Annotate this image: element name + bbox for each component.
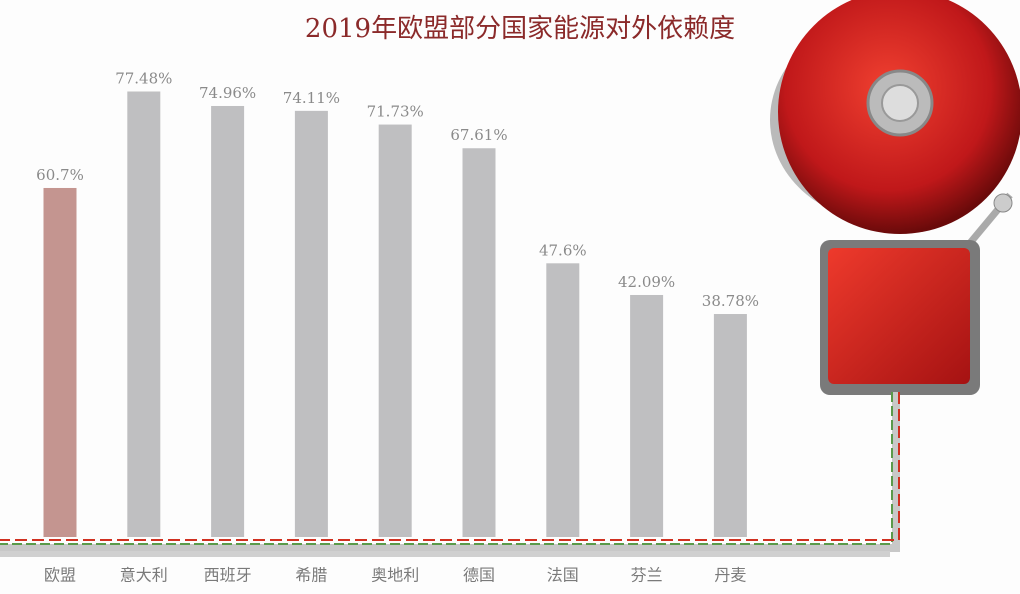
- bar: [127, 91, 161, 538]
- x-tick-label: 芬兰: [631, 566, 663, 585]
- bar: [211, 105, 245, 537]
- value-label: 74.11%: [283, 89, 340, 107]
- value-label: 67.61%: [450, 126, 507, 144]
- value-label: 60.7%: [36, 166, 84, 184]
- x-tick-label: 欧盟: [44, 566, 76, 585]
- x-tick-label: 奥地利: [371, 566, 419, 585]
- x-tick-label: 法国: [547, 566, 579, 585]
- value-label: 42.09%: [618, 273, 675, 291]
- chart-title: 2019年欧盟部分国家能源对外依赖度: [305, 14, 735, 44]
- value-label: 38.78%: [702, 292, 759, 310]
- bar: [546, 263, 580, 537]
- value-label: 47.6%: [539, 241, 587, 259]
- bell-decoration: [0, 0, 1020, 557]
- bar: [630, 294, 664, 537]
- x-tick-label: 希腊: [295, 566, 327, 585]
- bar: [43, 187, 77, 537]
- x-tick-label: 德国: [463, 566, 495, 585]
- bar: [378, 124, 412, 538]
- value-label: 77.48%: [115, 69, 172, 87]
- value-label: 74.96%: [199, 84, 256, 102]
- value-label: 71.73%: [367, 103, 424, 121]
- x-tick-label: 丹麦: [714, 566, 746, 585]
- bar: [294, 110, 328, 538]
- x-tick-label: 意大利: [120, 566, 168, 585]
- bar: [713, 314, 747, 537]
- bar: [462, 148, 496, 537]
- x-tick-label: 西班牙: [204, 566, 252, 585]
